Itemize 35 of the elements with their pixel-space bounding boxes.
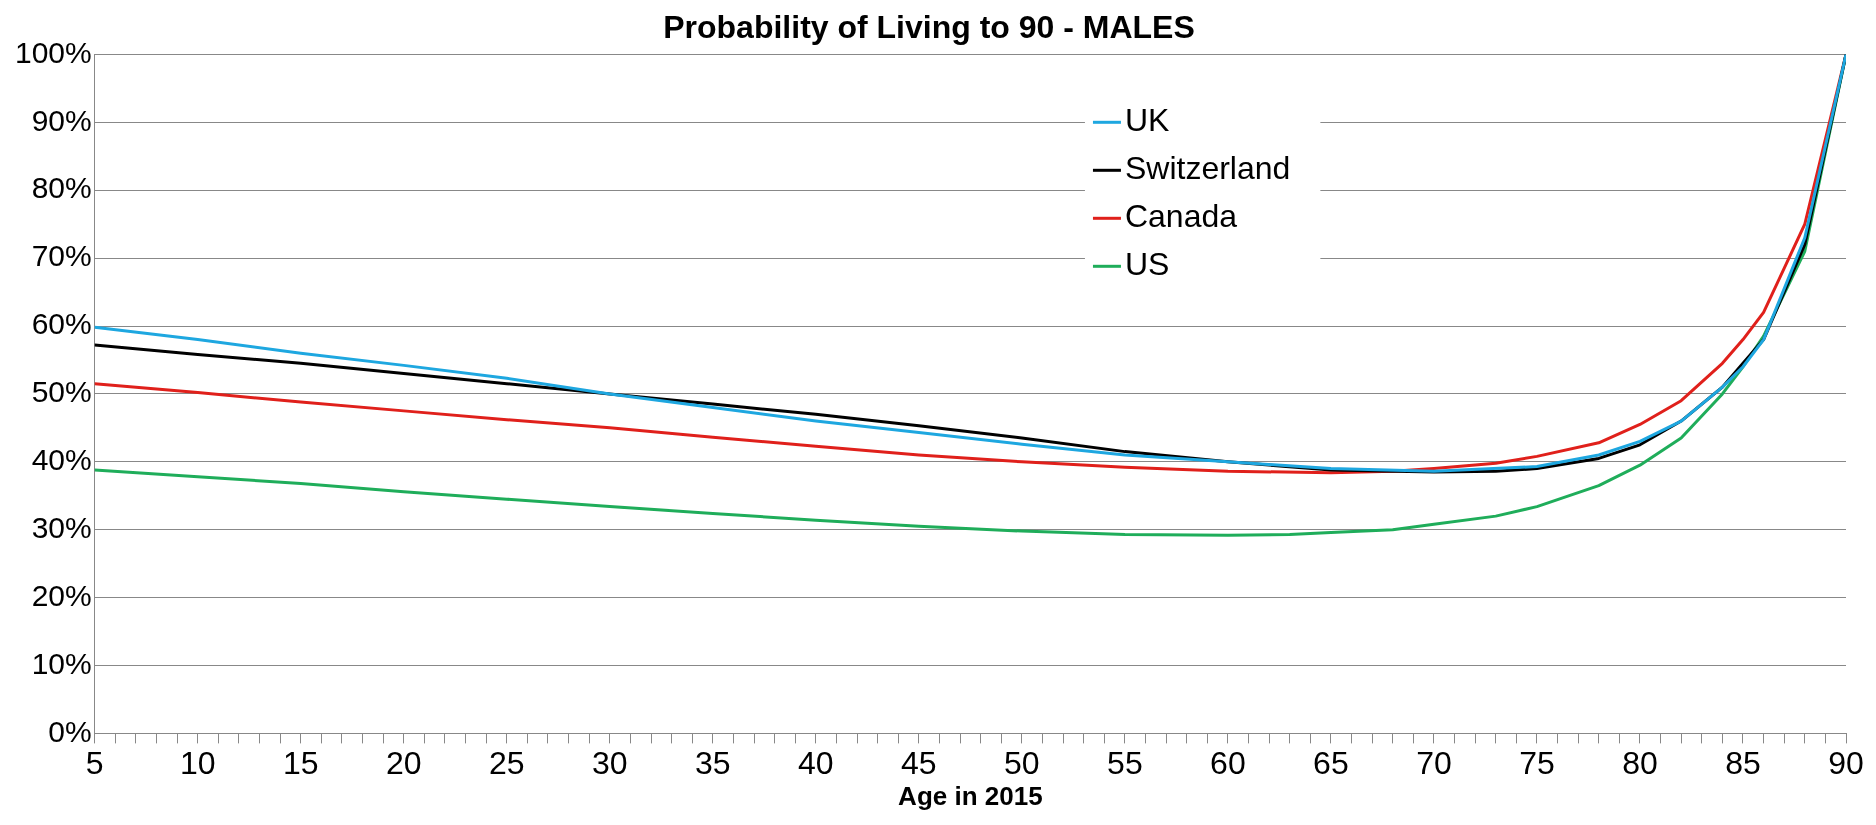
legend-label: Canada <box>1124 198 1238 235</box>
x-tick-label: 90 <box>1828 745 1864 782</box>
x-tick-label: 60 <box>1210 745 1246 782</box>
x-tick-label: 70 <box>1416 745 1452 782</box>
y-tick-label: 60% <box>31 307 92 341</box>
y-tick-label: 10% <box>31 646 92 680</box>
x-tick-label: 20 <box>385 745 422 782</box>
x-tick-label: 80 <box>1622 745 1658 782</box>
x-axis-title: Age in 2015 <box>898 780 1043 811</box>
x-tick-label: 85 <box>1725 745 1761 782</box>
x-tick-label: 35 <box>695 745 731 782</box>
y-tick-label: 80% <box>31 171 92 205</box>
x-tick-label: 40 <box>798 745 834 782</box>
y-tick-label: 50% <box>31 375 92 409</box>
x-tick-label: 30 <box>592 745 628 782</box>
x-tick-label: 5 <box>85 745 104 782</box>
y-tick-label: 20% <box>31 578 92 612</box>
y-tick-label: 70% <box>31 239 92 273</box>
y-tick-label: 100% <box>14 35 92 69</box>
y-tick-label: 30% <box>31 510 92 544</box>
chart-title: Probability of Living to 90 - MALES <box>663 9 1195 46</box>
x-tick-label: 75 <box>1519 745 1555 782</box>
y-tick-label: 0% <box>48 714 92 748</box>
x-tick-label: 10 <box>179 745 216 782</box>
legend-label: UK <box>1124 102 1170 139</box>
x-tick-label: 45 <box>901 745 937 782</box>
x-tick-label: 55 <box>1107 745 1143 782</box>
y-tick-label: 40% <box>31 443 92 477</box>
x-tick-label: 65 <box>1313 745 1349 782</box>
x-tick-label: 25 <box>489 745 525 782</box>
legend-label: US <box>1124 246 1170 283</box>
x-tick-label: 15 <box>282 745 319 782</box>
x-tick-label: 50 <box>1004 745 1040 782</box>
legend-label: Switzerland <box>1124 150 1291 187</box>
y-tick-label: 90% <box>31 103 92 137</box>
